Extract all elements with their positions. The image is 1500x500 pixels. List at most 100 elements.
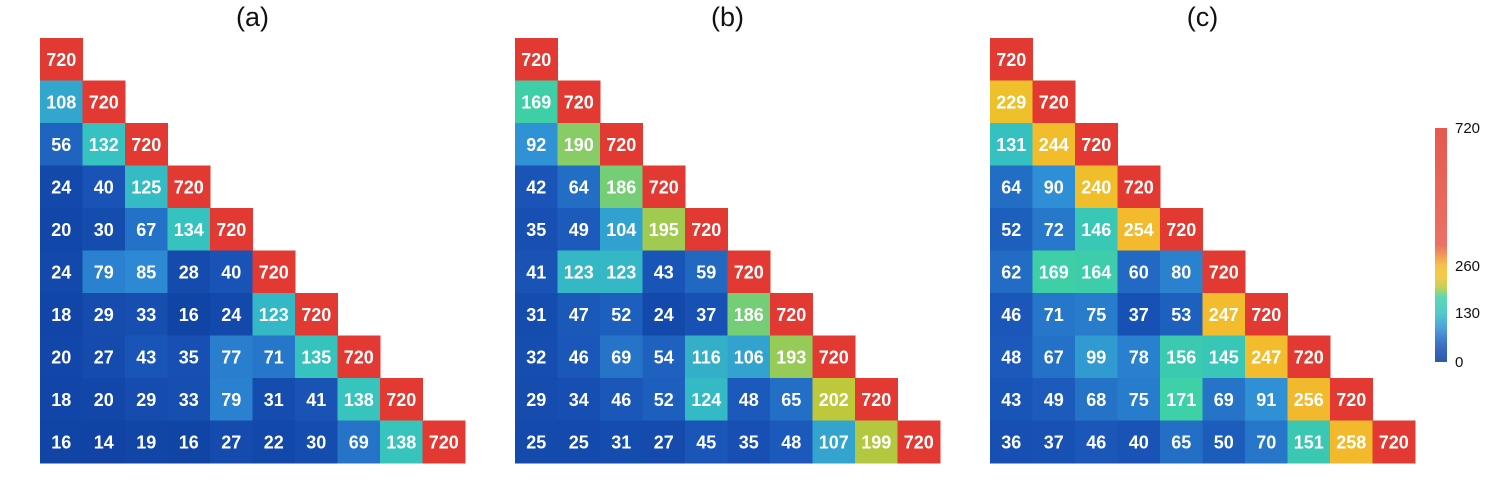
heatmap-cell xyxy=(1075,378,1118,421)
panel-title: (a) xyxy=(236,2,269,32)
heatmap-cell xyxy=(812,378,856,421)
cell-value-label: 720 xyxy=(691,220,721,240)
heatmap-cell xyxy=(125,293,168,336)
cell-value-label: 22 xyxy=(264,432,284,452)
heatmap-cell xyxy=(167,293,211,336)
heatmap-cell xyxy=(515,38,558,81)
cell-value-label: 229 xyxy=(996,92,1026,112)
cell-value-label: 43 xyxy=(136,347,156,367)
cell-value-label: 135 xyxy=(301,347,331,367)
cell-value-label: 79 xyxy=(221,390,241,410)
cell-value-label: 60 xyxy=(1129,262,1149,282)
heatmap-cell xyxy=(812,420,856,464)
heatmap-cell xyxy=(1202,378,1246,421)
heatmap-cell xyxy=(557,165,601,209)
heatmap-cell xyxy=(1032,420,1076,464)
cell-value-label: 186 xyxy=(734,305,764,325)
heatmap-cell xyxy=(990,293,1033,336)
cell-value-label: 720 xyxy=(429,432,459,452)
panel-title: (b) xyxy=(711,2,744,32)
cell-value-label: 75 xyxy=(1086,305,1106,325)
cell-value-label: 52 xyxy=(654,390,674,410)
cell-value-label: 254 xyxy=(1124,220,1154,240)
cell-value-label: 720 xyxy=(649,177,679,197)
cell-value-label: 72 xyxy=(1044,220,1064,240)
heatmap-cell xyxy=(600,208,643,251)
heatmap-cell xyxy=(515,165,558,209)
heatmap-cell xyxy=(40,123,83,166)
heatmap-cell xyxy=(727,293,771,336)
heatmap-cell xyxy=(125,208,168,251)
heatmap-cell xyxy=(515,335,558,379)
colorbar-gradient xyxy=(1435,128,1447,362)
heatmap-cell xyxy=(1160,208,1203,251)
heatmap-cell xyxy=(40,420,83,464)
cell-value-label: 132 xyxy=(89,135,119,155)
cell-value-label: 146 xyxy=(1081,220,1111,240)
heatmap-cell xyxy=(1330,378,1373,421)
cell-value-label: 123 xyxy=(606,262,636,282)
cell-value-label: 720 xyxy=(1294,347,1324,367)
heatmap-cell xyxy=(1117,420,1161,464)
cell-value-label: 35 xyxy=(739,432,759,452)
heatmap-cell xyxy=(685,335,728,379)
heatmap-cell xyxy=(1287,335,1331,379)
cell-value-label: 258 xyxy=(1336,432,1366,452)
heatmap-cell xyxy=(600,250,643,294)
heatmap-cell xyxy=(82,293,126,336)
heatmap-cell xyxy=(380,420,423,464)
cell-value-label: 138 xyxy=(344,390,374,410)
cell-value-label: 16 xyxy=(179,305,199,325)
heatmap-cell xyxy=(1372,420,1416,464)
cell-value-label: 46 xyxy=(569,347,589,367)
cell-value-label: 720 xyxy=(1166,220,1196,240)
cell-value-label: 720 xyxy=(259,262,289,282)
heatmap-cell xyxy=(210,208,253,251)
cell-value-label: 199 xyxy=(861,432,891,452)
heatmap-cell xyxy=(167,165,211,209)
heatmap-cell xyxy=(600,165,643,209)
cell-value-label: 186 xyxy=(606,177,636,197)
cell-value-label: 41 xyxy=(526,262,546,282)
cell-value-label: 20 xyxy=(51,347,71,367)
heatmap-cell xyxy=(1245,335,1288,379)
heatmap-cell xyxy=(167,208,211,251)
cell-value-label: 49 xyxy=(1044,390,1064,410)
cell-value-label: 46 xyxy=(1086,432,1106,452)
heatmap-cell xyxy=(727,378,771,421)
cell-value-label: 71 xyxy=(264,347,284,367)
heatmap-cell xyxy=(1032,208,1076,251)
heatmap-cell xyxy=(855,378,898,421)
cell-value-label: 59 xyxy=(696,262,716,282)
heatmap-cell xyxy=(1117,208,1161,251)
cell-value-label: 65 xyxy=(1171,432,1191,452)
cell-value-label: 47 xyxy=(569,305,589,325)
cell-value-label: 78 xyxy=(1129,347,1149,367)
cell-value-label: 64 xyxy=(1001,177,1021,197)
cell-value-label: 720 xyxy=(819,347,849,367)
heatmap-cell xyxy=(295,378,338,421)
heatmap-cell xyxy=(167,420,211,464)
heatmap-cell xyxy=(600,378,643,421)
heatmap-panels: (a) 720 108 720 56 132 720 24 40 125 720 20 30 67 134 7… xyxy=(40,2,1416,464)
heatmap-cell xyxy=(990,420,1033,464)
heatmap-cell xyxy=(167,335,211,379)
cell-value-label: 16 xyxy=(51,432,71,452)
cell-value-label: 116 xyxy=(692,347,721,367)
cell-value-label: 27 xyxy=(221,432,241,452)
heatmap-cell xyxy=(1032,335,1076,379)
heatmap-cell xyxy=(990,123,1033,166)
heatmap-cell xyxy=(1075,165,1118,209)
heatmap-cell xyxy=(1287,378,1331,421)
heatmap-cell xyxy=(82,378,126,421)
heatmap-cell xyxy=(125,420,168,464)
cell-value-label: 90 xyxy=(1044,177,1064,197)
colorbar: 720 260 130 0 xyxy=(1435,120,1480,371)
heatmap-cell xyxy=(515,123,558,166)
heatmap-cell xyxy=(855,420,898,464)
heatmap-cell xyxy=(337,420,381,464)
heatmap-cell xyxy=(600,335,643,379)
cell-value-label: 33 xyxy=(136,305,156,325)
heatmap-cell xyxy=(685,420,728,464)
cell-value-label: 18 xyxy=(51,390,71,410)
